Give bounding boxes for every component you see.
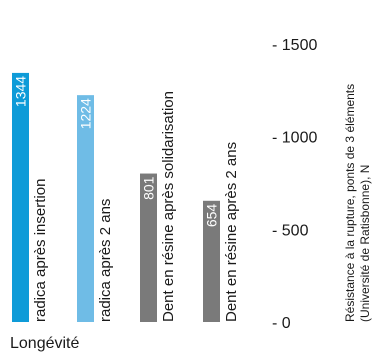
bar-value-label-2: 1224: [78, 98, 94, 129]
category-label-4: Dent en résine après 2 ans: [223, 142, 240, 322]
y-axis-title-line-1: Résistance à la rupture, ponts de 3 élém…: [343, 84, 357, 322]
bar-4: [203, 200, 220, 322]
category-label-2: radica après 2 ans: [97, 199, 114, 322]
y-tick-label-1500: - 1500: [272, 37, 317, 54]
bar-1: [12, 72, 29, 322]
bar-3: [140, 173, 157, 322]
bar-value-label-4: 654: [204, 204, 220, 228]
y-axis-title: Résistance à la rupture, ponts de 3 élém…: [343, 84, 372, 322]
bar-value-label-3: 801: [141, 176, 157, 200]
y-axis-title-line-2: (Université de Ratisbonne), N: [358, 165, 372, 322]
bar-value-label-1: 1344: [13, 76, 29, 107]
y-tick-label-500: - 500: [272, 222, 309, 239]
y-tick-label-0: - 0: [272, 315, 291, 332]
y-axis: - 0 - 500 - 1000 - 1500: [272, 37, 317, 332]
bar-2: [77, 95, 94, 322]
category-label-3: Dent en résine après solidarisation: [160, 91, 177, 322]
bars-layer: 1344 radica après insertion 1224 radica apr…: [12, 72, 240, 322]
category-label-1: radica après insertion: [32, 179, 49, 322]
y-tick-label-1000: - 1000: [272, 130, 317, 147]
x-axis-title: Longévité: [10, 335, 79, 352]
